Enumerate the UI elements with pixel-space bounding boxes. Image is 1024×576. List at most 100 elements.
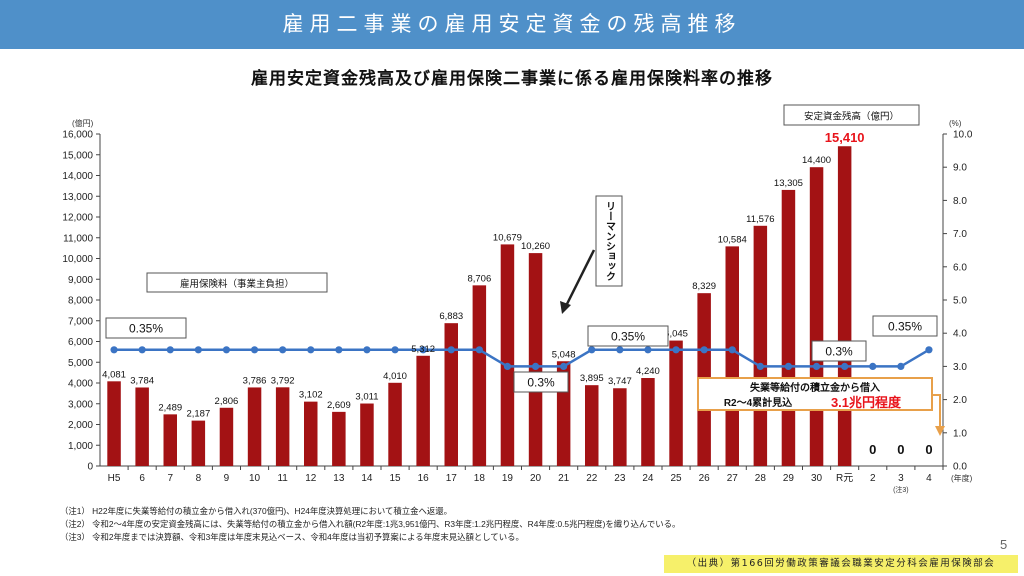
note-2: （注2） 令和2～4年度の安定資金残高には、失業等給付の積立金から借入れ額(R2… bbox=[60, 519, 681, 529]
y-left-tick-label: 5,000 bbox=[68, 358, 93, 369]
legend-bar-label-box bbox=[783, 104, 920, 126]
loan-callout-prefix: R2～4累計見込 bbox=[724, 396, 792, 409]
bar-value-label: 2,806 bbox=[215, 396, 239, 407]
y-right-tick-label: 7.0 bbox=[953, 229, 967, 240]
bar-value-label: 8,329 bbox=[692, 281, 716, 292]
x-tick-label: 24 bbox=[642, 473, 654, 484]
y-right-tick-label: 1.0 bbox=[953, 428, 967, 439]
y-left-tick-label: 11,000 bbox=[63, 233, 93, 244]
y-right-tick-label: 2.0 bbox=[953, 395, 967, 406]
rate-marker bbox=[700, 346, 708, 354]
y-left-tick-label: 2,000 bbox=[68, 420, 93, 431]
loan-callout-line1: 失業等給付の積立金から借入 bbox=[750, 381, 880, 394]
rate-marker bbox=[110, 346, 118, 354]
loan-callout-value: 3.1兆円程度 bbox=[831, 395, 902, 410]
y-right-tick-label: 5.0 bbox=[953, 296, 967, 307]
bar-value-label: 11,576 bbox=[746, 214, 774, 225]
x-tick-label: 4 bbox=[926, 473, 932, 484]
bar-value-label: 15,410 bbox=[825, 130, 865, 145]
x-tick-label: 22 bbox=[586, 473, 598, 484]
rate-marker bbox=[307, 346, 315, 354]
y-right-tick-label: 4.0 bbox=[953, 329, 967, 340]
rate-label-box bbox=[587, 325, 669, 347]
bar-value-label: 4,240 bbox=[636, 366, 660, 377]
rate-line bbox=[114, 348, 930, 368]
rate-marker bbox=[335, 346, 343, 354]
x-tick-label: 16 bbox=[418, 473, 430, 484]
y-left-tick-label: 4,000 bbox=[68, 379, 93, 390]
bar bbox=[332, 411, 346, 466]
bar-value-label: 0 bbox=[925, 442, 932, 457]
rate-marker bbox=[925, 346, 933, 354]
rate-marker bbox=[531, 362, 540, 370]
bar bbox=[416, 355, 430, 466]
source-note: （出典）第166回労働政策審議会職業安定分科会雇用保険部会 bbox=[664, 555, 1018, 573]
bar bbox=[809, 167, 824, 466]
bar bbox=[837, 146, 852, 466]
rate-marker bbox=[728, 346, 736, 354]
note-3: （注3） 令和2年度までは決算額、令和3年度は年度末見込ベース、令和4年度は当初… bbox=[60, 532, 524, 542]
rate-label: 0.3% bbox=[825, 345, 853, 359]
rate-marker bbox=[784, 362, 793, 370]
x-tick-label: 15 bbox=[389, 473, 401, 484]
bar-value-label: 2,187 bbox=[186, 409, 210, 420]
legend-bar-label: 安定資金残高（億円） bbox=[804, 111, 899, 123]
y-right-tick-label: 0.0 bbox=[953, 462, 967, 473]
lehman-arrow-shaft bbox=[564, 249, 596, 307]
y-left-tick-label: 16,000 bbox=[62, 130, 93, 141]
bar bbox=[135, 387, 149, 466]
x-tick-label: 13 bbox=[333, 473, 345, 484]
x-tick-label: 14 bbox=[361, 473, 373, 484]
bar bbox=[360, 403, 374, 466]
rate-marker bbox=[391, 346, 399, 354]
x-tick-label: 28 bbox=[755, 473, 767, 484]
x-tick-label: 25 bbox=[670, 473, 682, 484]
rate-label-box bbox=[513, 371, 569, 393]
rate-marker bbox=[588, 346, 596, 354]
rate-label: 0.35% bbox=[611, 330, 645, 344]
x-tick-label: 18 bbox=[474, 473, 486, 484]
bar bbox=[107, 381, 121, 466]
y-left-tick-label: 8,000 bbox=[68, 296, 93, 307]
bar bbox=[304, 401, 318, 466]
x-tick-label: 21 bbox=[558, 473, 570, 484]
x-tick-label: 11 bbox=[277, 473, 288, 484]
x-tick-label: 30 bbox=[811, 473, 823, 484]
bar-value-label: 5,048 bbox=[552, 349, 576, 360]
x-tick-label: 27 bbox=[727, 473, 739, 484]
bar bbox=[613, 388, 627, 466]
y-left-tick-label: 6,000 bbox=[68, 337, 93, 348]
y-right-tick-label: 10.0 bbox=[953, 130, 973, 141]
bar bbox=[500, 244, 515, 466]
x-tick-label: 7 bbox=[167, 473, 173, 484]
bar bbox=[247, 387, 262, 466]
lehman-shock-label: リーマンショック bbox=[604, 201, 616, 281]
x-tick-label: 2 bbox=[870, 473, 876, 484]
bar-value-label: 3,786 bbox=[243, 375, 267, 386]
bar-value-label: 6,045 bbox=[664, 329, 688, 340]
bar-value-label: 13,305 bbox=[774, 178, 803, 189]
bar bbox=[444, 323, 458, 466]
legend-line-label: 雇用保険料（事業主負担） bbox=[180, 278, 294, 290]
bar bbox=[669, 340, 683, 466]
rate-marker bbox=[897, 362, 905, 370]
rate-marker bbox=[138, 346, 146, 354]
bar-value-label: 3,895 bbox=[580, 373, 604, 384]
x-tick-label: 23 bbox=[614, 473, 626, 484]
legend-line-label-box bbox=[146, 272, 328, 293]
page-title: 雇用二事業の雇用安定資金の残高推移 bbox=[282, 12, 742, 36]
rate-marker bbox=[869, 362, 877, 370]
rate-marker bbox=[447, 346, 455, 354]
bar bbox=[388, 382, 402, 466]
rate-marker bbox=[222, 346, 231, 354]
bar-value-label: 4,081 bbox=[102, 369, 126, 380]
x-tick-label: 3 bbox=[898, 473, 904, 484]
rate-marker bbox=[560, 362, 568, 370]
rate-marker bbox=[279, 346, 287, 354]
rate-marker bbox=[475, 346, 483, 354]
rate-marker bbox=[503, 362, 512, 370]
y-left-tick-label: 15,000 bbox=[62, 150, 93, 161]
bar-value-label: 3,102 bbox=[299, 390, 323, 401]
x-tick-label: 8 bbox=[196, 473, 202, 484]
